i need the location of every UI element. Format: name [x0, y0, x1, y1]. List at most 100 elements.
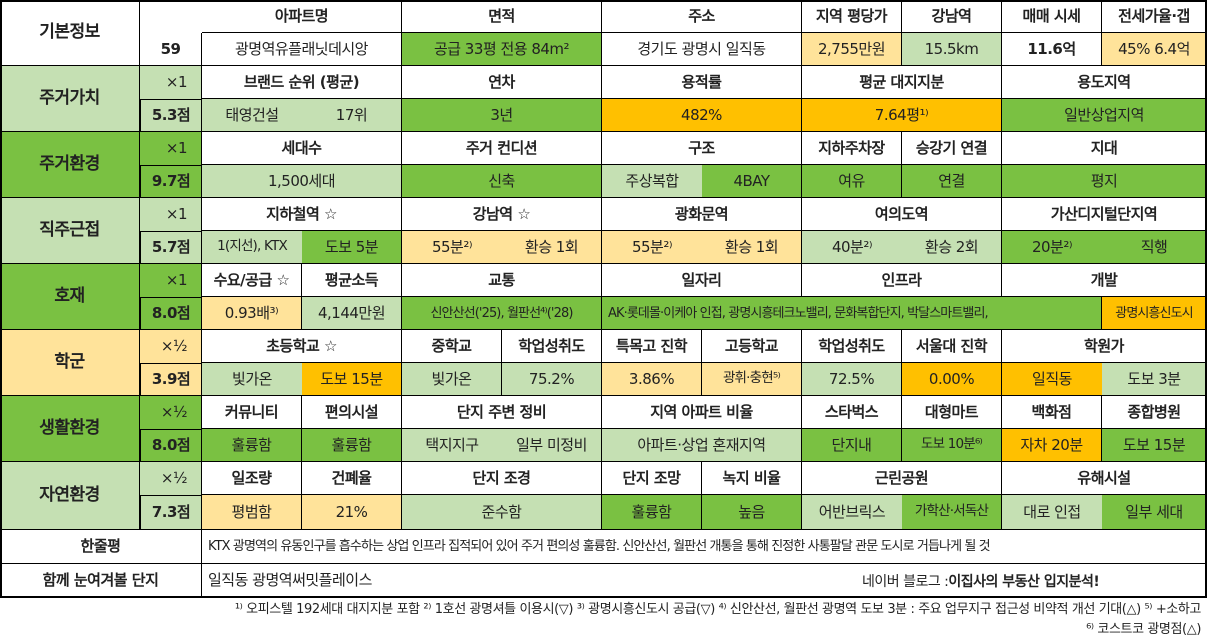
val-department: 자차 20분: [1002, 429, 1102, 462]
label-living-env: 주거환경: [0, 132, 140, 198]
hdr-snu: 서울대 진학: [902, 330, 1002, 363]
hdr-price-per-pyeong: 지역 평당가: [802, 0, 902, 33]
hdr-land-share: 평균 대지지분: [802, 66, 1002, 99]
hdr-community: 커뮤니티: [202, 396, 302, 429]
hdr-brand-rank: 브랜드 순위 (평균): [202, 66, 402, 99]
hdr-gangnam: 강남역 ☆: [402, 198, 602, 231]
hdr-bcr: 건폐율: [302, 462, 402, 495]
blog-prefix: 네이버 블로그 :: [862, 574, 949, 590]
val-gasan-transfer: 직행: [1102, 231, 1207, 264]
hdr-elementary: 초등학교 ☆: [202, 330, 402, 363]
mult-nature-env: ×½: [140, 462, 202, 495]
val-academy-walk: 도보 3분: [1102, 363, 1207, 396]
label-one-liner: 한줄평: [0, 530, 202, 564]
val-yeouido-transfer: 환승 2회: [902, 231, 1002, 264]
val-price-per-pyeong: 2,755만원: [802, 33, 902, 66]
val-apartment-name: 광명역유플래닛데시앙: [202, 33, 402, 66]
hdr-avg-income: 평균소득: [302, 264, 402, 297]
label-development: 호재: [0, 264, 140, 330]
footnote-line-1: ¹⁾ 오피스텔 192세대 대지지분 포함 ²⁾ 1호선 광명셔틀 이용시(▽)…: [234, 602, 1202, 617]
label-basic-info: 기본정보: [0, 0, 140, 66]
val-gangnam-time: 55분²⁾: [402, 231, 502, 264]
val-yeouido-time: 40분²⁾: [802, 231, 902, 264]
val-dev: 광명시흥신도시: [1102, 297, 1207, 330]
val-condition: 신축: [402, 165, 602, 198]
hdr-high: 고등학교: [702, 330, 802, 363]
val-landscape: 준수함: [402, 495, 602, 530]
hdr-zoning: 용도지역: [1002, 66, 1207, 99]
mult-school: ×½: [140, 330, 202, 363]
val-mart: 도보 10분⁶⁾: [902, 429, 1002, 462]
mult-living-env: ×1: [140, 132, 202, 165]
hdr-apartment-name: 아파트명: [202, 0, 402, 33]
hdr-sunlight: 일조량: [202, 462, 302, 495]
label-living-value: 주거가치: [0, 66, 140, 132]
mult-job-proximity: ×1: [140, 198, 202, 231]
footnotes: ¹⁾ 오피스텔 192세대 대지지분 포함 ²⁾ 1호선 광명셔틀 이용시(▽)…: [0, 600, 1207, 640]
score-living-value: 5.3점: [140, 99, 202, 132]
val-gwanghwamun-transfer: 환승 1회: [702, 231, 802, 264]
hdr-sale-price: 매매 시세: [1002, 0, 1102, 33]
hdr-age: 연차: [402, 66, 602, 99]
val-hazard-road: 대로 인접: [1002, 495, 1102, 530]
hdr-gwanghwamun: 광화문역: [602, 198, 802, 231]
val-high: 광휘·충현⁵⁾: [702, 363, 802, 396]
hdr-supply-demand: 수요/공급 ☆: [202, 264, 302, 297]
val-middle-achieve: 75.2%: [502, 363, 602, 396]
label-nature-env: 자연환경: [0, 462, 140, 530]
hdr-condition: 주거 컨디션: [402, 132, 602, 165]
val-area: 공급 33평 전용 84m²: [402, 33, 602, 66]
score-nature-env: 7.3점: [140, 495, 202, 530]
hdr-far: 용적률: [602, 66, 802, 99]
hdr-starbucks: 스타벅스: [802, 396, 902, 429]
val-parking: 여유: [802, 165, 902, 198]
val-park-urban: 어반브릭스: [802, 495, 902, 530]
val-surroundings-state: 일부 미정비: [502, 429, 602, 462]
val-address: 경기도 광명시 일직동: [602, 33, 802, 66]
val-elementary-walk: 도보 15분: [302, 363, 402, 396]
label-life-env: 생활환경: [0, 396, 140, 462]
score-life-env: 8.0점: [140, 429, 202, 462]
apartment-analysis-table: 기본정보 59 아파트명 광명역유플래닛데시앙 면적 공급 33평 전용 84m² 주소 경기…: [0, 0, 1207, 598]
val-compare: 일직동 광명역써밋플레이스: [202, 564, 1207, 598]
hdr-landscape: 단지 조경: [402, 462, 602, 495]
val-zoning: 일반상업지역: [1002, 99, 1207, 132]
val-middle: 빛가온: [402, 363, 502, 396]
hdr-middle: 중학교: [402, 330, 502, 363]
hdr-hospital: 종합병원: [1102, 396, 1207, 429]
hdr-subway: 지하철역 ☆: [202, 198, 402, 231]
mult-development: ×1: [140, 264, 202, 297]
val-snu: 0.00%: [902, 363, 1002, 396]
val-park-mountain: 가학산·서독산: [902, 495, 1002, 530]
val-community: 훌륭함: [202, 429, 302, 462]
val-hospital: 도보 15분: [1102, 429, 1207, 462]
hdr-jobs: 일자리: [602, 264, 802, 297]
label-school: 학군: [0, 330, 140, 396]
hdr-structure: 구조: [602, 132, 802, 165]
hdr-surroundings: 단지 주변 정비: [402, 396, 602, 429]
val-bcr: 21%: [302, 495, 402, 530]
hdr-high-achieve: 학업성취도: [802, 330, 902, 363]
val-gwanghwamun-time: 55분²⁾: [602, 231, 702, 264]
hdr-apt-ratio: 지역 아파트 비율: [602, 396, 802, 429]
hdr-terrain: 지대: [1002, 132, 1207, 165]
hdr-households: 세대수: [202, 132, 402, 165]
score-development: 8.0점: [140, 297, 202, 330]
mult-life-env: ×½: [140, 396, 202, 429]
val-surroundings-type: 택지지구: [402, 429, 502, 462]
hdr-academy: 학원가: [1002, 330, 1207, 363]
val-gasan-time: 20분²⁾: [1002, 231, 1102, 264]
hdr-park: 근린공원: [802, 462, 1002, 495]
footnote-line-2: ⁶⁾ 코스트코 광명점(△): [1086, 622, 1201, 637]
hdr-yeouido: 여의도역: [802, 198, 1002, 231]
hdr-area: 면적: [402, 0, 602, 33]
val-convenience: 훌륭함: [302, 429, 402, 462]
blog-credit: 네이버 블로그 : 이집사의 부동산 입지분석!: [862, 564, 1100, 598]
val-gangnam-dist: 15.5km: [902, 33, 1002, 66]
val-green: 높음: [702, 495, 802, 530]
score-living-env: 9.7점: [140, 165, 202, 198]
val-avg-income: 4,144만원: [302, 297, 402, 330]
blog-name: 이집사의 부동산 입지분석!: [948, 574, 1100, 590]
hdr-special-hs: 특목고 진학: [602, 330, 702, 363]
val-elementary-name: 빛가온: [202, 363, 302, 396]
